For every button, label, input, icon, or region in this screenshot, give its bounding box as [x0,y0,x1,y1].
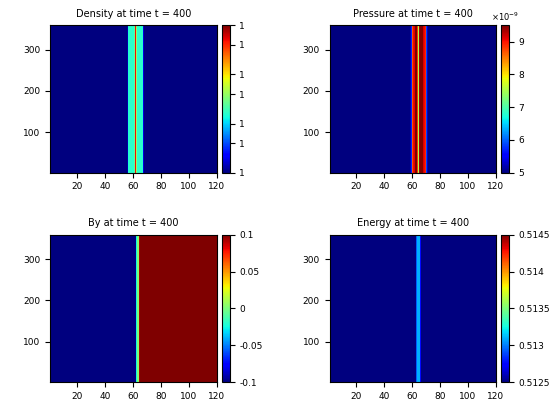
Title: By at time t = 400: By at time t = 400 [88,218,179,228]
Title: $\times 10^{-9}$: $\times 10^{-9}$ [491,10,519,23]
Title: Pressure at time t = 400: Pressure at time t = 400 [353,9,473,19]
Title: Density at time t = 400: Density at time t = 400 [76,9,192,19]
Title: Energy at time t = 400: Energy at time t = 400 [357,218,469,228]
